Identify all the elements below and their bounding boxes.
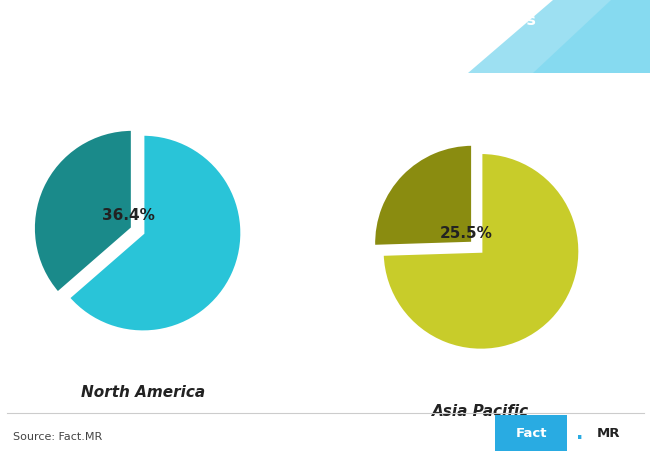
- Wedge shape: [34, 129, 132, 293]
- Text: .: .: [576, 424, 584, 442]
- Text: Global Chemiluminescence Immunoassay (CLIA) Analyzers: Global Chemiluminescence Immunoassay (CL…: [10, 13, 536, 28]
- FancyBboxPatch shape: [495, 415, 567, 451]
- Text: Market Share Forecast,: Market Share Forecast,: [10, 49, 227, 64]
- Text: Source: Fact.MR: Source: Fact.MR: [13, 432, 102, 442]
- Text: Fact: Fact: [515, 426, 547, 440]
- Wedge shape: [68, 134, 242, 332]
- Polygon shape: [468, 0, 650, 73]
- Text: Asia Pacific: Asia Pacific: [432, 404, 530, 419]
- Text: by Region, 2020-2025: by Region, 2020-2025: [172, 49, 369, 64]
- Wedge shape: [382, 153, 580, 350]
- Text: MR: MR: [597, 426, 620, 440]
- Text: North America: North America: [81, 386, 205, 400]
- Text: 25.5%: 25.5%: [440, 226, 493, 241]
- Text: 36.4%: 36.4%: [102, 208, 155, 223]
- Wedge shape: [374, 144, 473, 246]
- Polygon shape: [533, 0, 650, 73]
